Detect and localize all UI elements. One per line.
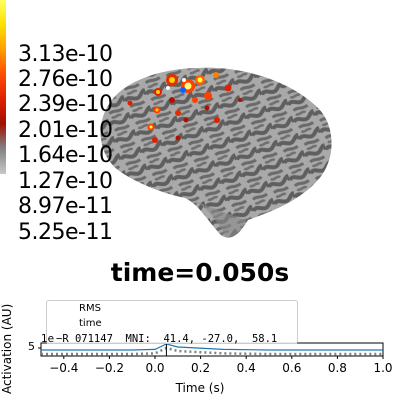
colorbar-label-2: 2.39e-10 bbox=[18, 92, 113, 117]
plot-legend[interactable]: RMS time bbox=[46, 300, 298, 344]
x-axis-label: Time (s) bbox=[175, 381, 225, 395]
time-title: time=0.050s bbox=[110, 258, 290, 287]
brain-3d-view[interactable]: 3.13e-10 2.76e-10 2.39e-10 2.01e-10 1.64… bbox=[0, 0, 400, 297]
rms-line bbox=[41, 346, 383, 356]
legend-time-label: time bbox=[79, 318, 102, 329]
x-tick-label: −0.2 bbox=[95, 361, 124, 375]
x-ticks: −0.4 −0.2 0.0 0.2 0.4 0.6 0.8 1.0 bbox=[49, 356, 393, 375]
colorbar-label-min: 5.25e-11 bbox=[18, 220, 113, 245]
x-tick-label: −0.4 bbox=[49, 361, 78, 375]
x-tick-label: 0.2 bbox=[191, 361, 210, 375]
y-offset-label: 1e bbox=[41, 333, 55, 345]
brain-hemisphere bbox=[100, 67, 332, 238]
x-tick-label: 0.6 bbox=[282, 361, 301, 375]
legend-rms-label: RMS bbox=[79, 303, 101, 314]
x-tick-label: 0.4 bbox=[237, 361, 256, 375]
brain-surface[interactable] bbox=[0, 0, 400, 297]
y-tick-5: 5 bbox=[28, 340, 35, 353]
colorbar-label-4: 1.64e-10 bbox=[18, 143, 113, 168]
colorbar-label-1: 2.76e-10 bbox=[18, 67, 113, 92]
x-tick-label: 0.0 bbox=[145, 361, 164, 375]
colorbar-label-max: 3.13e-10 bbox=[18, 42, 113, 67]
activation-blobs bbox=[127, 72, 242, 143]
colorbar-label-6: 8.97e-11 bbox=[18, 194, 113, 219]
colorbar-label-3: 2.01e-10 bbox=[18, 118, 113, 143]
x-tick-label: 1.0 bbox=[373, 361, 392, 375]
vertex-info-text: −R 071147 MNI: 41.4, -27.0, 58.1 bbox=[56, 333, 278, 345]
colorbar-label-5: 1.27e-10 bbox=[18, 169, 113, 194]
x-tick-label: 0.8 bbox=[328, 361, 347, 375]
colorbar bbox=[0, 0, 6, 174]
